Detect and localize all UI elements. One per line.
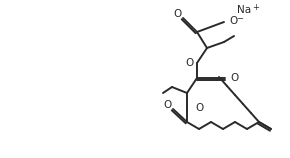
Text: O: O [195,103,203,113]
Text: O: O [229,16,237,26]
Text: +: + [252,3,259,12]
Text: O: O [164,100,172,110]
Text: O: O [230,73,238,83]
Text: O: O [185,58,193,68]
Text: O: O [174,9,182,19]
Text: −: − [236,15,243,24]
Text: Na: Na [237,5,251,15]
